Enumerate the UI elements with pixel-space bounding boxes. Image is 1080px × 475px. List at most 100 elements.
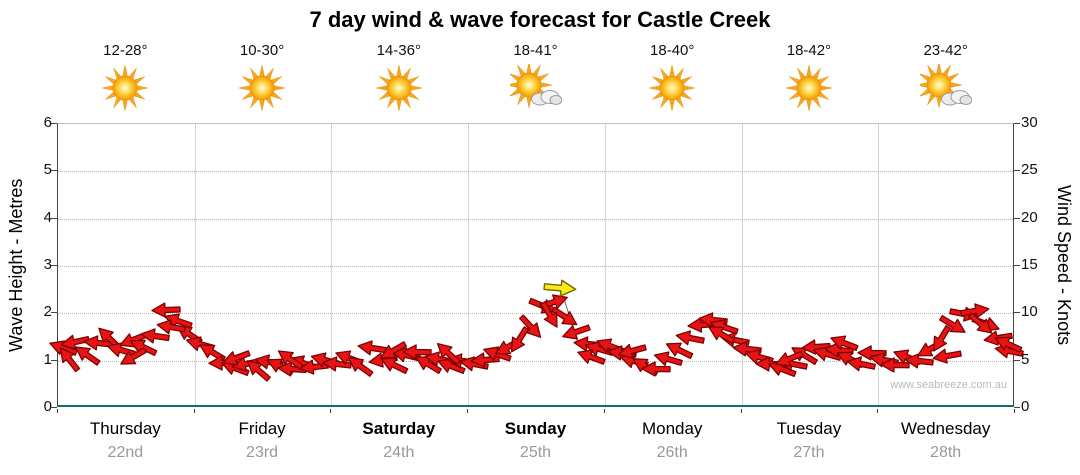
watermark: www.seabreeze.com.au [890,379,1007,391]
day-date: 27th [793,444,825,461]
gridline-horizontal [58,218,1013,220]
wind-arrow [548,302,582,332]
wind-arrow [582,337,615,361]
wind-arrow [755,356,785,373]
gridline-vertical [331,124,333,405]
bottom-axis-tick [330,409,332,413]
sunny-icon [236,64,288,112]
wind-arrow [823,341,855,360]
wind-arrow [241,354,274,386]
wind-arrow [641,361,671,378]
wind-arrow [845,354,878,375]
wind-arrow [263,353,297,381]
left-axis-tick [51,217,57,219]
day-date: 25th [519,444,552,461]
wind-arrow [572,334,604,353]
left-axis-tick [51,359,57,361]
gridline-vertical [741,124,743,405]
wind-arrow [139,326,171,346]
sunny-icon [99,64,151,112]
wind-arrow [184,332,217,356]
wind-arrow [628,352,662,381]
wind-arrow [276,360,307,378]
wind-arrow [286,350,320,375]
day-temperature: 12-28° [103,42,148,59]
left-axis-tick [51,265,57,266]
wind-speed-tick-label: 10 [1021,303,1038,321]
forecast-marker-arrow [542,277,577,298]
wind-arrow [431,337,464,369]
gridline-vertical [468,124,470,405]
partly-cloudy-icon [505,61,562,112]
wind-arrow [389,344,422,367]
bottom-axis-tick [57,409,58,413]
wave-height-tick-label: 6 [43,114,52,131]
wind-arrow [674,327,707,348]
wind-arrow [801,338,832,356]
day-name: Sunday [504,419,567,438]
wind-arrow [208,354,239,371]
wind-arrow [321,354,353,373]
wind-arrow [719,329,752,350]
day-name: Friday [238,419,286,438]
wind-arrow [537,290,571,315]
day-name: Thursday [89,419,161,438]
wind-arrow [116,327,150,353]
day-name: Tuesday [776,419,842,438]
left-axis-label: Wave Height - Metres [6,178,26,352]
left-axis-tick [51,407,57,408]
wind-speed-tick-label: 0 [1021,398,1030,415]
wind-arrow [708,314,742,339]
sunny-icon [646,64,698,112]
bottom-axis-tick [467,409,469,413]
wind-arrow [412,350,446,379]
right-axis-tick [1014,407,1020,408]
wind-arrow [457,354,490,375]
right-axis-tick [1014,123,1020,124]
wave-height-tick-label: 3 [43,256,52,273]
wind-arrow [70,340,104,370]
gridline-horizontal [58,266,1013,267]
wind-arrow [195,338,229,367]
bottom-axis-tick [603,409,605,413]
wind-arrow [505,323,534,357]
wind-arrow [731,340,763,359]
wind-arrow [880,357,911,374]
wind-arrow [616,340,649,363]
gridline-vertical [878,124,880,405]
bottom-axis-tick [877,409,879,413]
partly-cloudy-icon [915,61,973,112]
wind-arrow [651,347,684,371]
wind-arrow [742,345,775,369]
wave-height-tick-label: 5 [43,161,52,179]
bottom-axis-tick [193,409,195,413]
day-date: 28th [930,444,962,461]
left-axis-tick [51,123,57,124]
day-date: 23rd [246,444,279,461]
wind-speed-tick-label: 15 [1021,256,1038,273]
wind-arrow [857,345,887,362]
gridline-horizontal [58,360,1013,362]
wave-height-tick-label: 2 [43,303,52,321]
wind-arrow [161,308,195,333]
gridline-vertical [604,124,606,405]
wind-arrow [434,353,468,379]
sunny-icon [783,64,835,112]
wind-arrow [172,319,206,349]
day-temperature: 10-30° [239,42,285,59]
day-temperature: 18-42° [786,42,832,59]
wind-arrow [116,342,150,371]
wind-arrow [787,340,821,369]
day-temperature: 18-41° [513,42,558,59]
sunny-icon [373,64,425,112]
wind-speed-tick-label: 30 [1021,114,1038,131]
wind-arrow [913,335,947,364]
wind-arrow [777,353,810,374]
wind-arrow [83,333,115,352]
right-axis-tick [1014,312,1020,314]
gridline-horizontal [58,171,1013,173]
left-axis-tick [51,170,57,172]
right-axis-tick [1014,170,1020,172]
wind-arrow [356,338,388,358]
